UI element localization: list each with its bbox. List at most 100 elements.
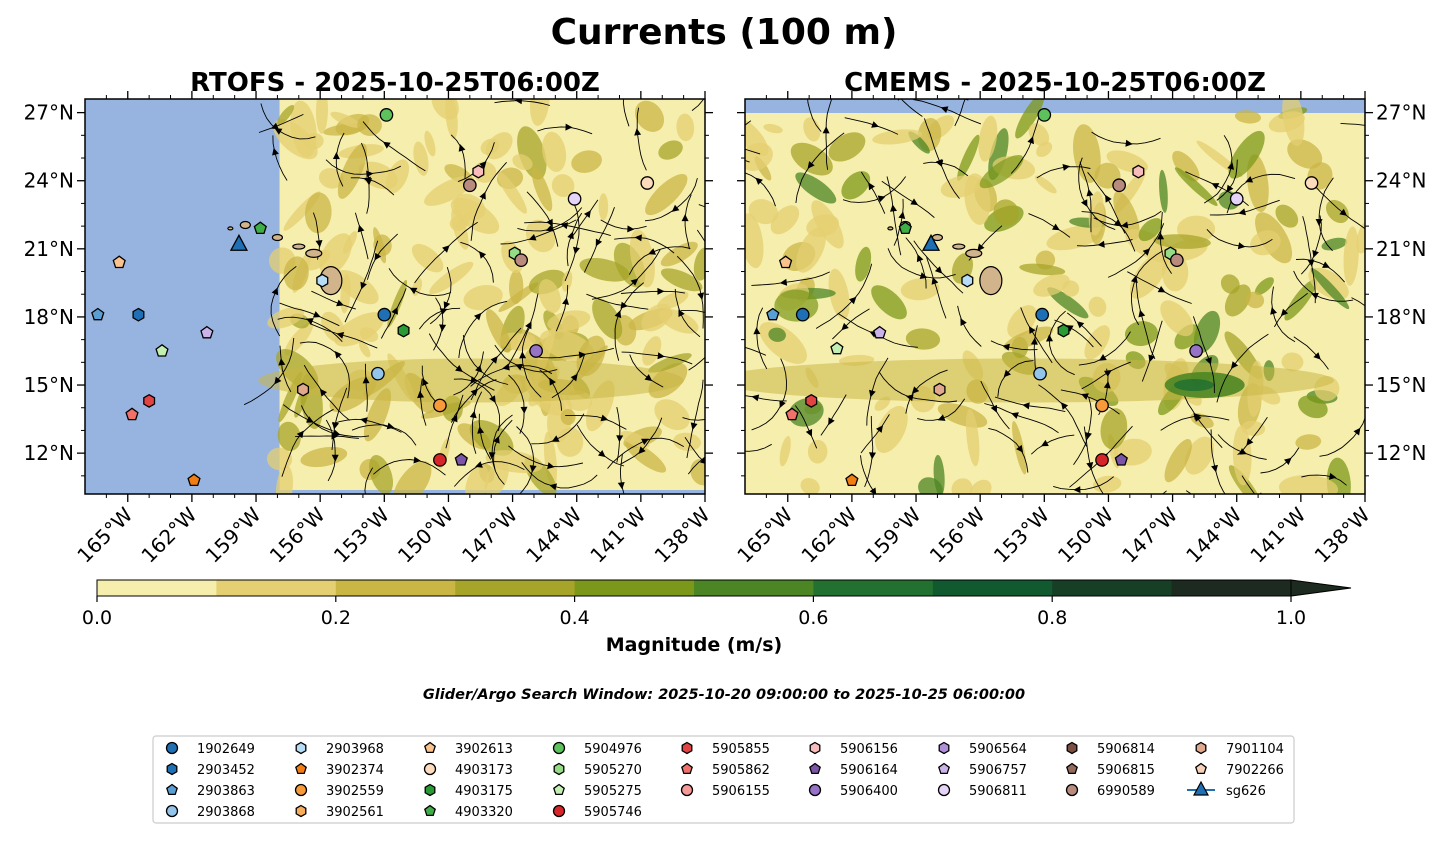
- legend-label: 4903320: [455, 805, 513, 820]
- legend-label: 5906156: [840, 742, 898, 757]
- legend-item-3902559: 3902559: [294, 783, 384, 799]
- legend-label: 6990589: [1097, 784, 1155, 799]
- legend-marker: [808, 783, 822, 797]
- colorbar-segment: [455, 580, 576, 596]
- x-tick-label: 150°W: [1053, 502, 1118, 567]
- legend-marker: [1195, 741, 1207, 755]
- legend-item-5906814: 5906814: [1066, 741, 1155, 757]
- colorbar-segment: [932, 580, 1053, 596]
- panel-title: CMEMS - 2025-10-25T06:00Z: [844, 68, 1266, 98]
- marker-5906811: [567, 192, 582, 206]
- legend-box: [152, 735, 1295, 824]
- legend-marker: [552, 804, 566, 818]
- legend-item-5906400: 5906400: [808, 783, 898, 799]
- marker-4903320: [253, 221, 267, 235]
- x-tick-label: 138°W: [650, 502, 715, 567]
- colorbar-extend-arrow: [1290, 579, 1352, 597]
- legend-item-2903868: 2903868: [165, 804, 255, 820]
- marker-5905855: [805, 393, 818, 408]
- map-frame: [84, 98, 706, 495]
- marker-6990589: [1112, 178, 1126, 193]
- marker-3902559: [433, 398, 447, 413]
- marker-2903868: [371, 366, 385, 381]
- colorbar: 0.0 0.2 0.4 0.6 0.8 1.0: [82, 579, 1352, 629]
- marker-5906156: [472, 164, 485, 179]
- y-tick-label: 18°N: [1376, 305, 1426, 329]
- legend-marker: [553, 762, 565, 776]
- marker-3902374: [845, 473, 859, 487]
- marker-2903868: [1033, 366, 1047, 381]
- marker-3902613: [778, 255, 793, 269]
- float-markers: [766, 108, 1319, 487]
- marker-sg626: [229, 233, 249, 251]
- legend-item-4903320: 4903320: [424, 804, 513, 820]
- panel-title: RTOFS - 2025-10-25T06:00Z: [190, 68, 600, 98]
- legend-label: 5904976: [584, 742, 642, 757]
- legend-marker: [294, 783, 308, 797]
- colorbar-segment: [1171, 580, 1292, 596]
- marker-4903320: [898, 221, 912, 235]
- map-frame: [744, 98, 1366, 495]
- colorbar-tick-label: 0.6: [798, 607, 828, 629]
- legend-label: 2903452: [197, 763, 255, 778]
- legend-item-2903863: 2903863: [166, 783, 255, 799]
- legend-item-5906155: 5906155: [680, 783, 770, 799]
- legend-item-2903968: 2903968: [295, 741, 384, 757]
- y-axis: 27°N 24°N 21°N 18°N 15°N 12°N: [24, 101, 713, 477]
- marker-5904976: [1037, 108, 1052, 122]
- legend-marker: [681, 741, 693, 755]
- marker-6990589: [514, 253, 528, 268]
- legend-label: 5906155: [712, 784, 770, 799]
- legend-label: 3902561: [326, 805, 384, 820]
- marker-5906400: [1189, 344, 1203, 358]
- colorbar-segment: [97, 580, 217, 596]
- legend-label: 5905275: [584, 784, 642, 799]
- legend-item-5905275: 5905275: [553, 783, 642, 799]
- legend-label: 5905746: [584, 805, 642, 820]
- marker-4903173: [1304, 176, 1319, 190]
- colorbar-label: Magnitude (m/s): [606, 634, 783, 656]
- legend-item-5904976: 5904976: [552, 741, 642, 757]
- figure-title: Currents (100 m): [551, 12, 898, 53]
- colorbar-segment: [335, 580, 456, 596]
- marker-5905855: [143, 393, 156, 408]
- legend-label: 2903863: [197, 784, 255, 799]
- marker-7901104: [933, 382, 946, 397]
- legend-marker: [166, 762, 178, 776]
- legend-marker: [423, 762, 437, 776]
- legend-label: 4903175: [455, 784, 513, 799]
- legend-marker: [937, 783, 951, 797]
- hawaii-islands: [227, 220, 343, 296]
- marker-5905275: [155, 343, 169, 357]
- marker-5904976: [379, 108, 394, 122]
- legend-label: 5906757: [969, 763, 1027, 778]
- legend: 1902649 2903452 2903863 2903868 2903968 39023…: [152, 735, 1295, 824]
- marker-3902374: [187, 473, 201, 487]
- marker-5906164: [454, 452, 468, 466]
- x-tick-label: 141°W: [585, 502, 650, 567]
- x-tick-label: 165°W: [72, 502, 137, 567]
- x-tick-label: 141°W: [1245, 502, 1310, 567]
- x-tick-label: 153°W: [329, 502, 394, 567]
- legend-item-4903173: 4903173: [423, 762, 513, 778]
- legend-item-1902649: 1902649: [165, 741, 255, 757]
- y-tick-label: 12°N: [24, 441, 74, 465]
- marker-5905862: [785, 407, 799, 421]
- colorbar-segment: [1052, 580, 1173, 596]
- legend-item-5905862: 5905862: [681, 762, 770, 778]
- marker-5905862: [125, 407, 139, 421]
- y-tick-label: 12°N: [1376, 441, 1426, 465]
- marker-1902649: [795, 307, 810, 322]
- y-tick-label: 21°N: [1376, 237, 1426, 261]
- y-axis: 27°N 24°N 21°N 18°N 15°N 12°N: [737, 101, 1426, 477]
- marker-5906156: [1132, 164, 1145, 179]
- legend-marker: [1065, 783, 1079, 797]
- y-tick-label: 24°N: [24, 169, 74, 193]
- marker-5906400: [529, 344, 543, 358]
- legend-label: 5906814: [1097, 742, 1155, 757]
- marker-2903452: [132, 307, 145, 322]
- legend-item-2903452: 2903452: [166, 762, 255, 778]
- legend-item-5906156: 5906156: [809, 741, 898, 757]
